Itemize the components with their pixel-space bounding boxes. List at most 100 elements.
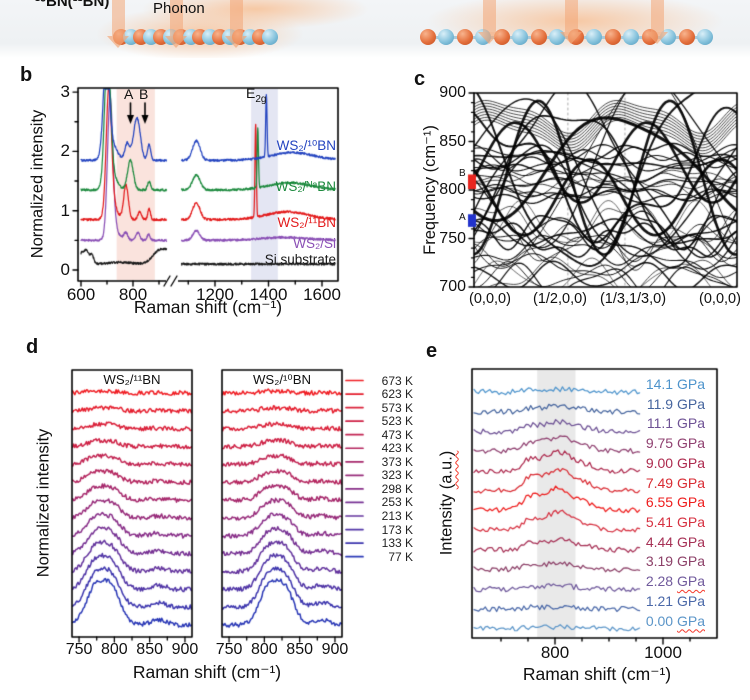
phonon-arrow-stem [482,0,496,32]
panel-e-pressure-label: 11.9 GPa [647,396,705,412]
panel-d-x-axis-label: Raman shift (cm⁻¹) [132,662,282,682]
panel-d-x-tick: 850 [136,641,164,658]
panel-c-y-tick: 800 [439,181,466,198]
panel-b-series-label: WS₂/¹⁰BN [276,138,336,153]
panel-c-x-tick: (0,0,0) [469,291,511,307]
panel-a-strip: ¹⁰BN(¹¹BN) Phonon [0,0,750,58]
panel-d-legend-entry: 323 K [381,468,413,483]
pressure-unit: GPa [676,514,705,531]
pressure-value: 4.44 [645,533,677,550]
panel-b-x-tick: 600 [66,285,96,304]
panel-e-x-tick: 1000 [644,643,682,662]
panel-b-y-tick: 1 [60,200,70,220]
nitrogen-atom [438,29,455,45]
panel-b-series-label: WS₂/¹¹BN [277,215,336,230]
panel-a-isotope-label: ¹⁰BN(¹¹BN) [35,0,110,10]
nitrogen-atom [586,29,603,45]
panel-e-y-axis-label: Intensity (a.u.) [438,451,457,556]
phonon-arrow-head-icon [225,36,247,48]
panel-b-x-tick: 1200 [196,285,234,304]
phonon-arrow-stem [111,0,125,36]
panel-b-x-tick: 1600 [303,285,341,304]
panel-e-pressure-label: 4.44 GPa [646,534,705,550]
panel-e-pressure-label: 0.00 GPa [646,613,705,629]
panel-d-legend-entry: 523 K [381,414,413,429]
panel-d-title-10BN: WS₂/¹⁰BN [252,372,312,387]
nitrogen-atom [262,29,278,45]
panel-c-x-tick: (1/2,0,0) [533,291,587,307]
panel-d-title-11BN: WS₂/¹¹BN [103,372,161,387]
panel-d-legend-entry: 77 K [388,549,413,564]
boron-atom [420,29,436,45]
panel-d-legend-entry: 423 K [381,441,413,456]
panel-d-x-tick: 900 [171,641,199,658]
panel-c-x-tick: (1/3,1/3,0) [599,291,667,307]
panel-a-phonon-label: Phonon [153,0,205,17]
panel-b-y-axis-label: Normalized intensity [28,109,47,259]
panel-d-y-axis-label: Normalized intensity [34,428,53,578]
panel-d-x-tick: 800 [251,641,278,658]
pressure-unit: GPa [676,395,705,412]
panel-e-y-label-au: (a.u.) [437,450,456,490]
boron-atom [678,29,695,45]
panel-e-letter: e [426,340,438,362]
panel-e-pressure-label: 9.75 GPa [646,435,705,451]
panel-d-letter: d [26,336,39,358]
boron-atom [604,29,621,45]
panel-e-pressure-label: 5.41 GPa [646,514,705,530]
panel-c-letter: c [414,68,426,90]
nitrogen-atom [697,29,713,45]
boron-atom [456,29,473,45]
panel-b-letter: b [20,64,33,86]
panel-d-x-tick: 800 [101,641,128,658]
panel-d-x-tick: 900 [321,641,349,658]
pressure-value: 9.75 [645,435,677,452]
pressure-value: 3.19 [645,553,677,570]
pressure-unit: GPa [676,612,705,629]
pressure-unit: GPa [676,553,705,570]
pressure-value: 0.00 [645,612,677,629]
panel-e-pressure-label: 11.1 GPa [647,415,705,431]
pressure-value: 5.41 [645,514,677,531]
panel-b-x-tick: 800 [118,285,148,304]
panel-e-y-label-text: Intensity [437,489,456,556]
panel-b-series-label: WS₂/Si [293,236,336,251]
pressure-unit: GPa [676,376,705,392]
panel-d-legend-entry: 133 K [381,536,413,551]
panel-e-x-tick: 800 [540,643,570,662]
panel-e-pressure-label: 14.1 GPa [646,376,705,392]
panel-e-pressure-label: 6.55 GPa [646,494,705,510]
panel-e-pressure-label: 9.00 GPa [646,455,705,471]
panel-c-y-tick: 900 [439,84,466,101]
phonon-arrow-head-icon [560,32,582,44]
pressure-value: 6.55 [645,494,677,511]
panel-b-annotation-A: A [124,86,134,102]
pressure-unit: GPa [676,573,705,590]
pressure-unit: GPa [676,454,705,471]
panel-b-y-tick: 0 [60,260,70,279]
pressure-value: 9.00 [645,454,677,471]
panel-d-legend-entry: 213 K [381,509,413,523]
panel-d-legend-entry: 673 K [381,373,413,388]
e2g-sub: 2g [255,93,267,105]
pressure-unit: GPa [676,533,705,550]
panel-b-series-label: Si substrate [264,252,336,267]
panel-d-x-tick: 850 [286,641,314,658]
panel-d-legend-entry: 373 K [381,454,413,469]
panel-e-x-axis-label: Raman shift (cm⁻¹) [522,664,672,684]
panel-d-legend-entry: 253 K [381,495,413,510]
panel-c-y-tick: 700 [439,278,466,295]
pressure-unit: GPa [676,415,705,432]
phonon-arrow-head-icon [478,32,500,44]
panel-d-legend-entry: 173 K [381,522,413,537]
nitrogen-atom [512,29,529,45]
panel-d-legend-entry: 298 K [381,481,413,496]
panel-b-annotation-B: B [139,86,149,102]
panel-b-y-tick: 3 [60,82,70,102]
panel-c-y-tick: 850 [439,132,466,150]
phonon-arrow-head-icon [165,36,187,48]
panel-e-pressure-label: 7.49 GPa [646,475,705,491]
panel-d-legend-entry: 623 K [381,387,413,402]
phonon-arrow-stem [650,0,664,32]
